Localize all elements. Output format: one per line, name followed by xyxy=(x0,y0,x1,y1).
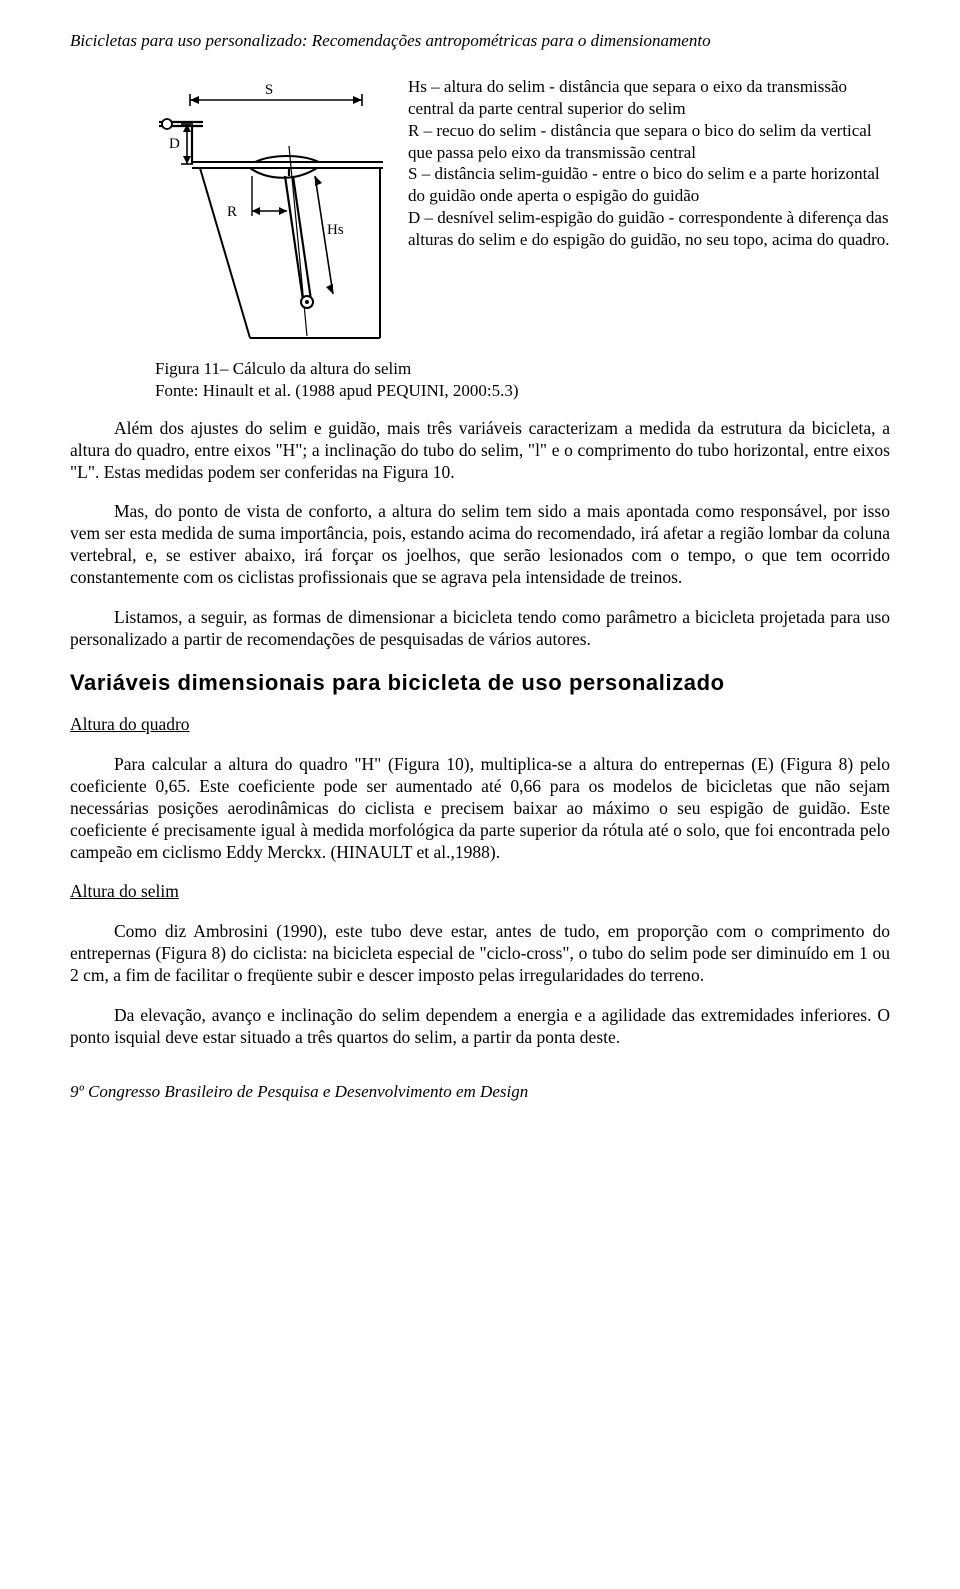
figure-caption-line1: Figura 11– Cálculo da altura do selim xyxy=(155,358,890,380)
subsection-heading: Altura do quadro xyxy=(70,714,890,736)
running-header: Bicicletas para uso personalizado: Recom… xyxy=(70,30,890,51)
svg-text:Hs: Hs xyxy=(327,222,344,238)
subsection-heading: Altura do selim xyxy=(70,881,890,903)
legend-item: S – distância selim-guidão - entre o bic… xyxy=(408,163,890,207)
body-paragraph: Além dos ajustes do selim e guidão, mais… xyxy=(70,418,890,484)
body-paragraph: Listamos, a seguir, as formas de dimensi… xyxy=(70,607,890,651)
legend-item: Hs – altura do selim - distância que sep… xyxy=(408,76,890,120)
svg-text:S: S xyxy=(265,82,273,98)
svg-text:D: D xyxy=(169,136,180,152)
section-heading: Variáveis dimensionais para bicicleta de… xyxy=(70,669,890,697)
legend-item: R – recuo do selim - distância que separ… xyxy=(408,120,890,164)
figure-diagram: S D xyxy=(155,76,390,352)
body-paragraph: Para calcular a altura do quadro "H" (Fi… xyxy=(70,754,890,863)
figure-block: S D xyxy=(70,76,890,352)
page-footer: 9º Congresso Brasileiro de Pesquisa e De… xyxy=(70,1081,890,1102)
legend-item: D – desnível selim-espigão do guidão - c… xyxy=(408,207,890,251)
figure-legend: Hs – altura do selim - distância que sep… xyxy=(408,76,890,250)
body-paragraph: Da elevação, avanço e inclinação do seli… xyxy=(70,1005,890,1049)
body-paragraph: Como diz Ambrosini (1990), este tubo dev… xyxy=(70,921,890,987)
figure-caption-line2: Fonte: Hinault et al. (1988 apud PEQUINI… xyxy=(155,380,890,402)
body-paragraph: Mas, do ponto de vista de conforto, a al… xyxy=(70,501,890,589)
figure-caption: Figura 11– Cálculo da altura do selim Fo… xyxy=(70,358,890,402)
svg-text:R: R xyxy=(227,204,237,220)
